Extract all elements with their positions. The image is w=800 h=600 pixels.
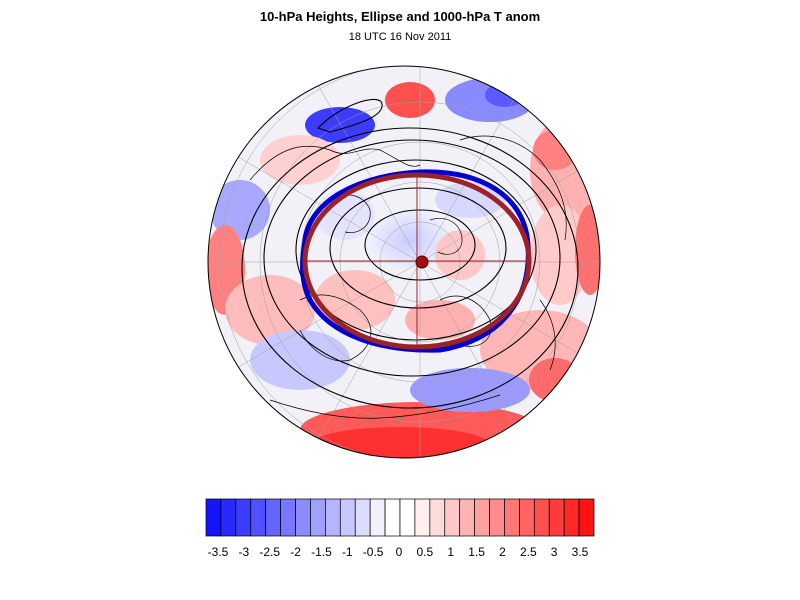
height-contour (364, 209, 476, 281)
height-contours (241, 98, 579, 409)
colorbar-tick-label: -1 (342, 545, 353, 559)
colorbar-swatch (399, 498, 416, 537)
colorbar-tick-label: 2.5 (520, 545, 537, 559)
colorbar-tick-label: -2.5 (259, 545, 280, 559)
colorbar-swatch (265, 498, 281, 537)
colorbar-tick-label: -0.5 (363, 545, 384, 559)
colorbar-swatch (563, 498, 580, 537)
colorbar-swatch (489, 498, 505, 537)
parallel-line (219, 66, 600, 458)
colorbar-tick-label: 0.5 (417, 545, 434, 559)
colorbar-swatch (280, 498, 296, 537)
colorbar-tick-label: 0 (396, 545, 403, 559)
colorbar-swatch (235, 498, 252, 537)
colorbar-swatch (548, 498, 565, 537)
colorbar-swatch (325, 498, 341, 537)
colorbar-swatch (578, 498, 595, 537)
height-contour (263, 139, 561, 377)
map-boundary (207, 65, 601, 459)
colorbar-swatch (414, 498, 431, 537)
colorbar-tick-label: 1 (447, 545, 454, 559)
parallel-line (339, 181, 501, 343)
colorbar-tick-label: -3 (239, 545, 250, 559)
colorbar-swatch (504, 498, 520, 537)
colorbar-tick-label: 3.5 (572, 545, 589, 559)
colorbar-swatch (444, 498, 461, 537)
colorbar-tick-label: 2 (499, 545, 506, 559)
colorbar-swatch (533, 498, 550, 537)
vortex-center-marker (415, 255, 429, 269)
colorbar-tick-label: 1.5 (468, 545, 485, 559)
colorbar-swatch (474, 498, 490, 537)
colorbar-swatch (339, 498, 356, 537)
colorbar-swatch (384, 498, 401, 537)
colorbar-tick-label: -1.5 (311, 545, 332, 559)
colorbar-tick-label: 3 (551, 545, 558, 559)
meridian-line (419, 131, 600, 263)
colorbar-swatch (369, 498, 386, 537)
height-contour (317, 98, 383, 133)
parallel-line (259, 101, 581, 423)
height-contour (241, 127, 579, 409)
colorbar-swatch (429, 498, 446, 537)
colorbar-swatch (250, 498, 267, 537)
parallel-line (379, 221, 461, 303)
colorbar-swatch (220, 498, 237, 537)
height-contour (329, 187, 507, 309)
height-contour (295, 159, 537, 341)
colorbar-tick-label: -2 (290, 545, 301, 559)
colorbar-swatch (295, 498, 311, 537)
colorbar-swatch (519, 498, 535, 537)
figure-subtitle: 18 UTC 16 Nov 2011 (348, 31, 452, 43)
coastlines (249, 135, 567, 419)
figure-title: 10-hPa Heights, Ellipse and 1000-hPa T a… (259, 9, 541, 24)
colorbar-swatch (459, 498, 475, 537)
parallel-line (299, 141, 541, 383)
colorbar-swatch (354, 498, 371, 537)
colorbar-swatch (310, 498, 326, 537)
colorbar-tick-label: -3.5 (208, 545, 229, 559)
colorbar-swatch (205, 498, 222, 537)
